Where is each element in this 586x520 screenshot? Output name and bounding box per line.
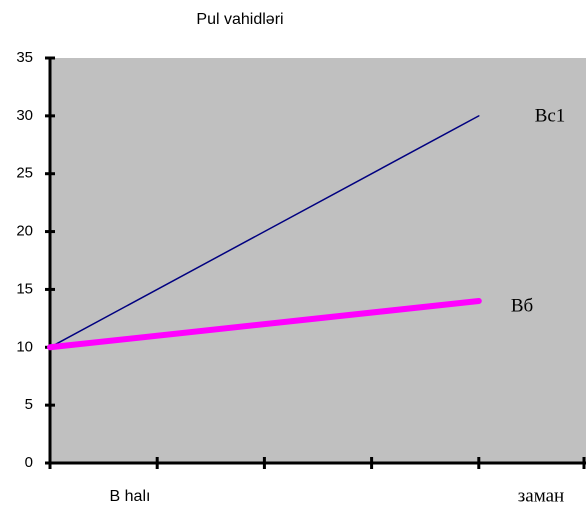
chart-title: Pul vahidləri xyxy=(196,11,283,28)
y-tick-label: 25 xyxy=(16,165,33,182)
y-tick-label: 35 xyxy=(16,49,33,66)
x-category-label: B halı xyxy=(110,488,151,505)
line xyxy=(49,115,480,349)
series-label: Bб xyxy=(511,295,533,316)
y-tick-label: 20 xyxy=(16,223,33,240)
y-tick-label: 10 xyxy=(16,338,33,355)
y-tick-label: 5 xyxy=(25,396,33,413)
plot-area xyxy=(50,58,586,463)
series-label: Bc1 xyxy=(535,105,566,126)
line xyxy=(47,298,482,351)
y-tick-label: 0 xyxy=(25,454,33,471)
y-tick-label: 15 xyxy=(16,280,33,297)
x-axis-label: заман xyxy=(518,485,564,506)
y-tick-label: 30 xyxy=(16,107,33,124)
